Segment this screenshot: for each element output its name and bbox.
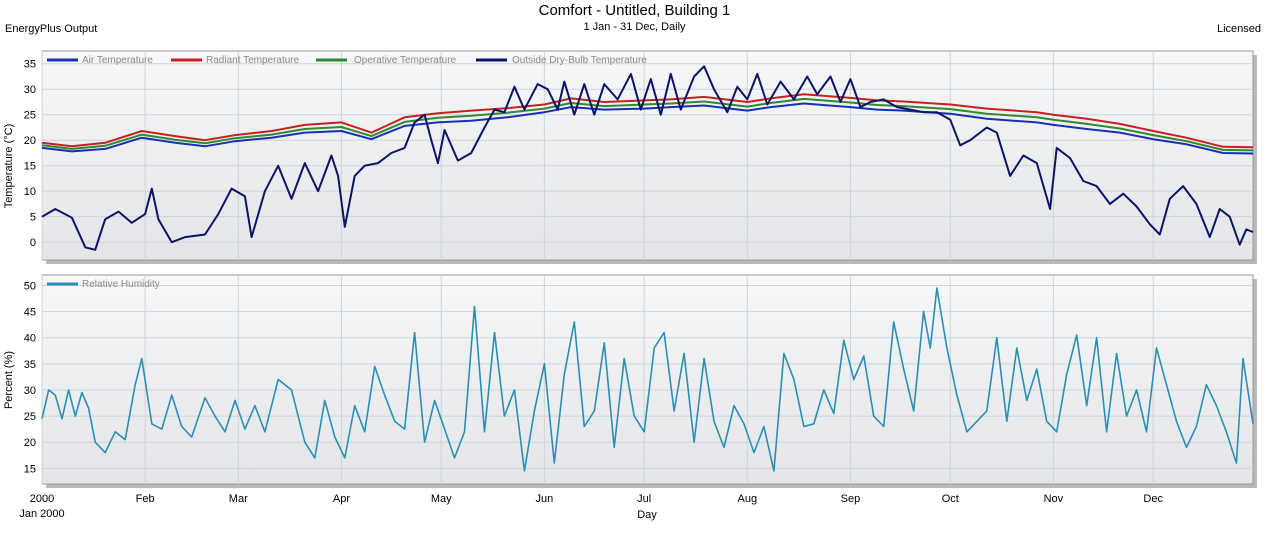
y-tick-label: 25 [24,110,36,122]
y-tick-label: 40 [24,333,36,345]
x-tick-label: May [431,493,452,505]
y-tick-label: 15 [24,463,36,475]
y-tick-label: 20 [24,437,36,449]
humidity-y-ticks: 15 20 25 30 35 40 45 50 [24,280,36,475]
x-axis-title: Day [637,509,657,521]
x-axis-month-labels: 2000 Feb Mar Apr May Jun Jul Aug Sep Oct Nov Dec [30,493,1164,505]
y-tick-label: 45 [24,307,36,319]
series-line-relative-humidity [41,287,1254,472]
legend-air-temperature: Air Temperature [82,55,153,66]
temperature-y-ticks: 0 5 10 15 20 25 30 35 [24,59,36,249]
x-tick-label: Dec [1143,493,1163,505]
energyplus-output-label: EnergyPlus Output [5,23,98,35]
humidity-gridlines [41,275,1253,484]
x-tick-label: Feb [136,493,155,505]
y-tick-label: 20 [24,135,36,147]
x-tick-label: Jul [637,493,651,505]
humidity-panel [41,274,1254,485]
temperature-y-axis-title: Temperature (°C) [3,124,15,208]
humidity-series [41,287,1254,472]
y-tick-label: 0 [30,237,36,249]
x-tick-label: Nov [1044,493,1064,505]
y-tick-label: 5 [30,212,36,224]
y-tick-label: 35 [24,359,36,371]
y-tick-label: 25 [24,411,36,423]
x-tick-label: 2000 [30,493,54,505]
x-tick-label: Aug [738,493,758,505]
x-tick-label: Oct [942,493,959,505]
x-tick-label: Mar [229,493,248,505]
y-tick-label: 10 [24,186,36,198]
series-line-air-temperature [41,102,1254,155]
humidity-legend: Relative Humidity [47,279,160,290]
y-tick-label: 30 [24,385,36,397]
license-label: Licensed [1216,23,1261,35]
y-tick-label: 50 [24,280,36,292]
chart-title: Comfort - Untitled, Building 1 [538,2,731,19]
chart-subtitle: 1 Jan - 31 Dec, Daily [583,21,686,33]
legend-relative-humidity: Relative Humidity [82,279,160,290]
series-line-outside-dry-bulb-temperature [41,65,1254,251]
y-tick-label: 15 [24,161,36,173]
temperature-legend: Air Temperature Radiant Temperature Oper… [47,55,647,66]
x-tick-label: Jun [535,493,553,505]
legend-outside-dry-bulb: Outside Dry-Bulb Temperature [512,55,647,66]
y-tick-label: 30 [24,84,36,96]
x-axis-year-label: Jan 2000 [19,508,64,520]
x-tick-label: Sep [841,493,861,505]
legend-operative-temperature: Operative Temperature [354,55,457,66]
x-tick-label: Apr [333,493,350,505]
y-tick-label: 35 [24,59,36,71]
humidity-y-axis-title: Percent (%) [3,351,15,409]
temperature-series [41,65,1254,251]
series-line-operative-temperature [41,97,1254,152]
temperature-panel [41,50,1254,261]
legend-radiant-temperature: Radiant Temperature [206,55,300,66]
